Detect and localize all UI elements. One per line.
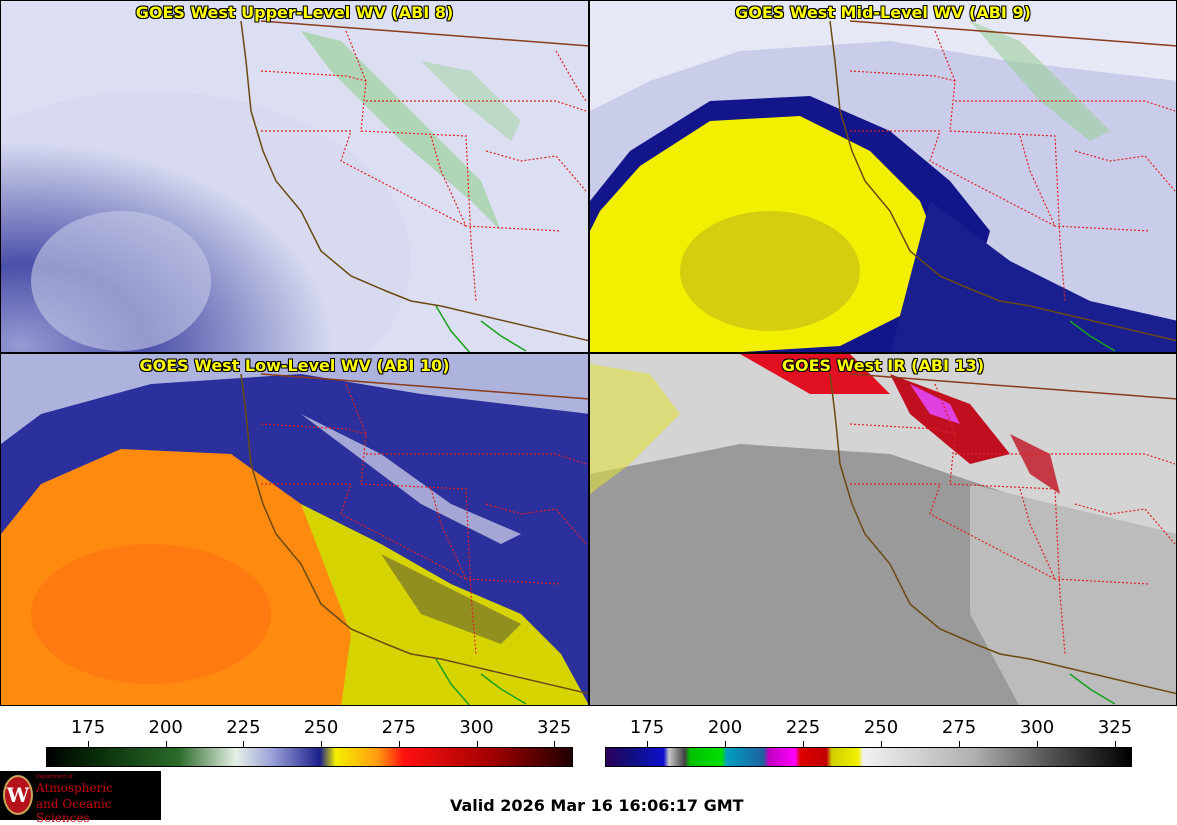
logo-line2: and Oceanic Sciences <box>36 797 112 825</box>
ir-colorbar-tick-label: 250 <box>863 717 899 738</box>
wv-colorbar-tick-label: 175 <box>70 717 106 738</box>
wv-colorbar-tick-label: 225 <box>226 717 261 738</box>
ir-colorbar-tick-mark <box>647 741 648 747</box>
upper-level-wv-image <box>1 1 588 352</box>
wv-colorbar-tick-label: 250 <box>303 717 339 738</box>
ir-colorbar-tick-label: 300 <box>1019 717 1055 738</box>
ir-colorbar-tick-mark <box>881 741 882 747</box>
ir-image <box>590 354 1176 705</box>
mid-level-wv-title: GOES West Mid-Level WV (ABI 9) <box>735 3 1031 22</box>
upper-level-wv-title: GOES West Upper-Level WV (ABI 8) <box>135 3 454 22</box>
wv-colorbar-tick-mark <box>243 741 245 747</box>
ir-colorbar-tick-label: 325 <box>1097 717 1133 738</box>
valid-time-label: Valid 2026 Mar 16 16:06:17 GMT <box>450 796 744 815</box>
ir-colorbar-tick-mark <box>959 741 960 747</box>
mid-level-wv-image <box>590 1 1176 352</box>
wv-colorbar-tick-mark <box>88 741 89 747</box>
ir-colorbar-tick-label: 275 <box>941 717 977 738</box>
ir-colorbar-tick-mark <box>1037 741 1038 747</box>
ir-colorbar <box>605 747 1132 767</box>
low-level-wv-title: GOES West Low-Level WV (ABI 10) <box>139 356 450 375</box>
wv-colorbar-tick-label: 200 <box>148 717 183 738</box>
aos-logo: W Department of Atmospheric and Oceanic … <box>0 771 161 825</box>
ir-title: GOES West IR (ABI 13) <box>781 356 985 375</box>
wv-colorbar-tick-label: 275 <box>381 717 416 738</box>
low-level-wv-image <box>1 354 588 705</box>
ir-panel: GOES West IR (ABI 13) <box>589 353 1177 706</box>
ir-colorbar-tick-label: 175 <box>629 717 665 738</box>
low-level-wv-panel: GOES West Low-Level WV (ABI 10) <box>0 353 589 706</box>
logo-line1: Atmospheric <box>36 781 113 795</box>
wv-colorbar-tick-label: 300 <box>459 717 494 738</box>
ir-colorbar-tick-label: 200 <box>707 717 743 738</box>
mid-level-wv-panel: GOES West Mid-Level WV (ABI 9) <box>589 0 1177 353</box>
upper-level-wv-panel: GOES West Upper-Level WV (ABI 8) <box>0 0 589 353</box>
ir-colorbar-tick-mark <box>725 741 726 747</box>
ir-colorbar-tick-mark <box>803 741 804 747</box>
wv-colorbar-tick-mark <box>165 741 167 747</box>
ir-colorbar-tick-label: 225 <box>785 717 821 738</box>
uw-seal-icon: W <box>3 775 33 815</box>
wv-colorbar <box>46 747 573 767</box>
wv-colorbar-tick-mark <box>476 741 478 747</box>
wv-colorbar-tick-mark <box>554 741 556 747</box>
wv-colorbar-tick-mark <box>398 741 400 747</box>
logo-dept-text: Department of <box>36 774 73 780</box>
ir-colorbar-tick-mark <box>1115 741 1116 747</box>
wv-colorbar-tick-label: 325 <box>537 717 572 738</box>
wv-colorbar-tick-mark <box>321 741 323 747</box>
